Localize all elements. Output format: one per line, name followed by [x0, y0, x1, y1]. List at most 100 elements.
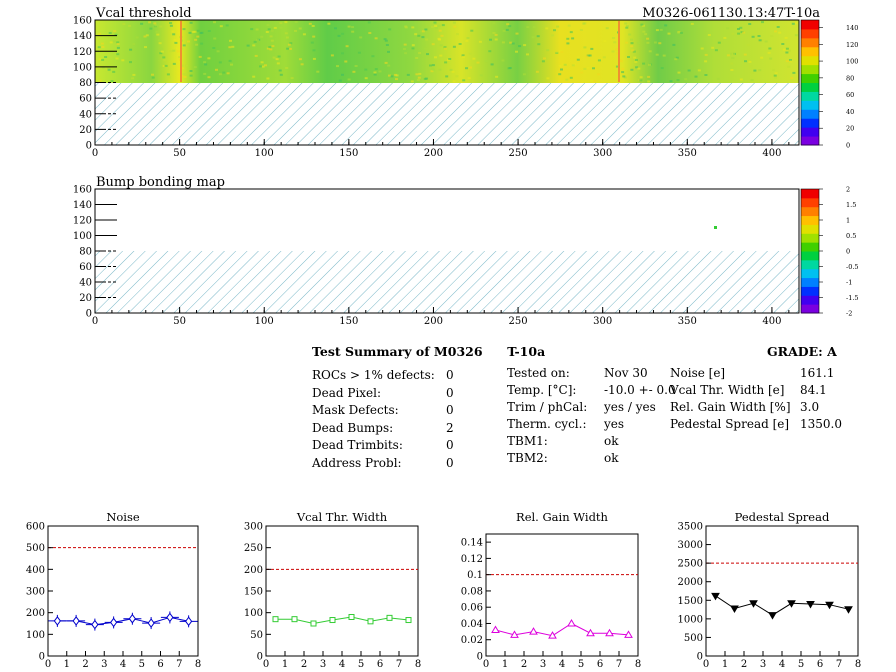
- vcal-pixel-speck: [384, 39, 388, 42]
- vcal-pixel-speck: [199, 32, 203, 34]
- vcal-pixel-speck: [213, 37, 217, 40]
- vcal-pixel-speck: [563, 63, 567, 66]
- vcal-pixel-speck: [546, 77, 550, 80]
- vcal-pixel-speck: [285, 67, 289, 69]
- vcal-pixel-speck: [101, 46, 105, 48]
- vcal-pixel-speck: [172, 33, 176, 36]
- vcal-pixel-speck: [740, 31, 744, 34]
- vcal-pixel-speck: [196, 35, 200, 38]
- grade-block: GRADE: A: [767, 344, 837, 359]
- vcal-pixel-speck: [640, 23, 644, 26]
- vcal-pixel-speck: [385, 44, 389, 46]
- vcal-pixel-speck: [791, 22, 795, 25]
- summary-title-text: Test Summary of M0326: [312, 344, 483, 359]
- vcal-pixel-speck: [731, 53, 735, 56]
- vcal-pixel-speck: [437, 24, 441, 27]
- vcal-pixel-speck: [269, 35, 273, 38]
- vcal-pixel-speck: [157, 39, 161, 42]
- vcal-pixel-speck: [479, 74, 483, 77]
- vcal-pixel-speck: [388, 74, 391, 77]
- vcal-pixel-speck: [107, 68, 111, 71]
- vcal-pixel-speck: [644, 33, 648, 36]
- vcal-pixel-speck: [351, 26, 355, 29]
- color-scale-bin: [801, 295, 819, 305]
- x-tick-label: 200: [424, 316, 443, 327]
- vcal-pixel-speck: [555, 51, 559, 54]
- vcal-pixel-speck: [522, 73, 526, 76]
- vcal-pixel-speck: [371, 55, 375, 58]
- x-tick-label: 0: [263, 659, 269, 670]
- color-scale-bin: [801, 277, 819, 287]
- vcal-pixel-speck: [784, 36, 788, 39]
- vcal-pixel-speck: [444, 61, 448, 64]
- vcal-pixel-speck: [553, 29, 556, 32]
- condition-value: yes: [604, 417, 625, 431]
- y-tick-label: 40: [79, 278, 92, 289]
- series-line: [495, 622, 629, 637]
- vcal-pixel-speck: [748, 23, 752, 25]
- result-value: 84.1: [800, 383, 827, 397]
- vcal-pixel-speck: [726, 27, 730, 30]
- vcal-pixel-speck: [419, 30, 423, 33]
- x-tick-label: 5: [578, 659, 584, 670]
- vcal-pixel-speck: [716, 77, 720, 80]
- vcal-pixel-speck: [352, 70, 356, 73]
- x-tick-label: 50: [173, 316, 186, 327]
- vcal-pixel-speck: [531, 36, 535, 39]
- vcal-pixel-speck: [219, 25, 223, 28]
- vcal-pixel-speck: [501, 41, 505, 44]
- vcal-pixel-speck: [455, 75, 459, 78]
- vcal-pixel-speck: [434, 25, 438, 27]
- condition-value: yes / yes: [604, 400, 656, 414]
- vcal-pixel-speck: [748, 60, 752, 63]
- result-label: Vcal Thr. Width [e]: [670, 383, 785, 397]
- vcal-pixel-speck: [218, 73, 222, 76]
- vcal-pixel-speck: [774, 72, 778, 75]
- vcal-pixel-speck: [151, 76, 155, 79]
- vcal-pixel-speck: [634, 60, 638, 63]
- vcal-pixel-speck: [423, 77, 427, 80]
- y-tick-label: 120: [73, 216, 92, 227]
- vcal-pixel-speck: [789, 59, 792, 62]
- data-point: [367, 618, 374, 625]
- vcal-pixel-speck: [462, 79, 466, 82]
- color-scale-label: 0.5: [846, 232, 856, 240]
- vcal-pixel-speck: [267, 28, 271, 31]
- x-tick-label: 3: [760, 659, 766, 670]
- x-tick-label: 2: [82, 659, 88, 670]
- vcal-pixel-speck: [316, 70, 320, 73]
- color-scale-bin: [801, 37, 819, 48]
- vcal-pixel-speck: [159, 25, 163, 28]
- x-tick-label: 5: [798, 659, 804, 670]
- vcal-pixel-speck: [431, 67, 435, 70]
- vcal-pixel-speck: [478, 40, 482, 43]
- y-tick-label: 120: [73, 47, 92, 58]
- vcal-pixel-speck: [132, 43, 136, 46]
- vcal-pixel-speck: [193, 30, 197, 33]
- vcal-pixel-speck: [790, 77, 794, 80]
- x-tick-label: 2: [741, 659, 747, 670]
- vcal-pixel-speck: [502, 29, 506, 32]
- vcal-pixel-speck: [193, 66, 197, 69]
- vcal-pixel-speck: [284, 32, 288, 35]
- color-scale-bin: [801, 100, 819, 110]
- vcal-pixel-speck: [704, 53, 708, 56]
- vcal-pixel-speck: [145, 34, 149, 37]
- vcal-pixel-speck: [421, 30, 425, 33]
- vcal-pixel-speck: [167, 76, 171, 79]
- result-value: 1350.0: [800, 417, 842, 431]
- vcal-pixel-speck: [469, 66, 472, 69]
- vcal-pixel-speck: [616, 52, 620, 55]
- color-scale-bin: [801, 46, 819, 57]
- vcal-pixel-speck: [129, 48, 133, 51]
- x-tick-label: 4: [779, 659, 785, 670]
- vcal-pixel-speck: [558, 50, 562, 53]
- vcal-pixel-speck: [526, 53, 529, 56]
- vcal-pixel-speck: [364, 68, 368, 71]
- vcal-pixel-speck: [207, 57, 211, 60]
- vcal-pixel-speck: [187, 40, 190, 43]
- x-tick-label: 2: [521, 659, 527, 670]
- vcal-pixel-speck: [576, 56, 580, 59]
- vcal-pixel-speck: [569, 76, 573, 79]
